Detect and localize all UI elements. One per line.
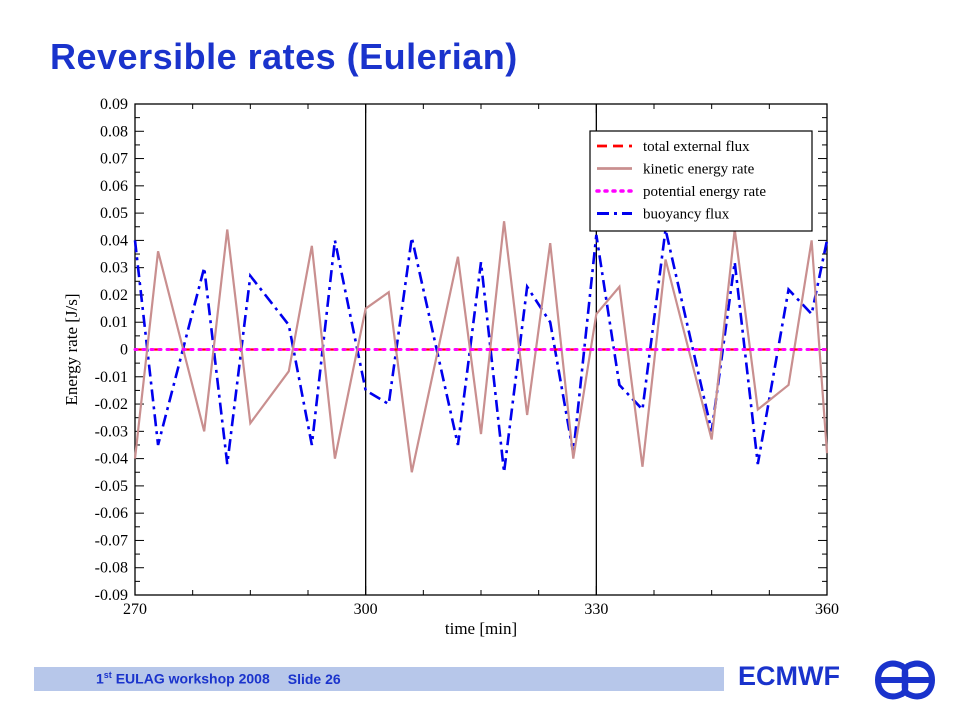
slide-title: Reversible rates (Eulerian) bbox=[50, 36, 518, 77]
x-tick-labels: 270 300 330 360 bbox=[123, 601, 839, 618]
footer-ordinal-suffix: st bbox=[103, 670, 112, 680]
series-kinetic-energy-rate bbox=[133, 221, 829, 473]
legend-label-buoyancy-flux: buoyancy flux bbox=[643, 207, 730, 223]
y-tick-label: -0.05 bbox=[95, 478, 128, 495]
ecmwf-logo-icon bbox=[874, 660, 936, 700]
slide-number: Slide 26 bbox=[287, 670, 341, 687]
y-tick-label: 0 bbox=[120, 342, 128, 359]
y-tick-label: 0.06 bbox=[100, 178, 128, 195]
x-tick-label: 270 bbox=[123, 601, 147, 618]
y-tick-label: 0.08 bbox=[100, 123, 128, 140]
axis-ticks bbox=[134, 103, 828, 596]
legend-label-potential-energy-rate: potential energy rate bbox=[643, 184, 766, 200]
y-tick-label: 0.02 bbox=[100, 287, 128, 304]
y-tick-label: -0.07 bbox=[95, 532, 128, 549]
y-tick-labels: 0.09 0.08 0.07 0.06 0.05 0.04 0.03 0.02 0.01 0 -0.… bbox=[95, 96, 128, 604]
series-lines bbox=[133, 221, 829, 473]
y-tick-label: -0.02 bbox=[95, 396, 128, 413]
ecmwf-logo-text: ECMWF bbox=[738, 661, 840, 691]
y-tick-label: 0.05 bbox=[100, 205, 128, 222]
y-tick-label: -0.06 bbox=[95, 505, 128, 522]
y-tick-label: 0.01 bbox=[100, 314, 128, 331]
legend-label-kinetic-energy-rate: kinetic energy rate bbox=[643, 162, 755, 178]
y-tick-label: -0.01 bbox=[95, 369, 128, 386]
series-buoyancy-flux bbox=[133, 229, 829, 473]
x-tick-label: 330 bbox=[584, 601, 608, 618]
y-tick-label: -0.09 bbox=[95, 587, 128, 604]
x-axis-label: time [min] bbox=[445, 619, 517, 638]
footer-caption: 1st EULAG workshop 2008 Slide 26 bbox=[96, 670, 341, 687]
y-tick-label: -0.03 bbox=[95, 423, 128, 440]
y-tick-label: 0.04 bbox=[100, 232, 128, 249]
footer-bar bbox=[34, 667, 724, 691]
legend-label-total-external-flux: total external flux bbox=[643, 139, 750, 155]
x-tick-label: 300 bbox=[354, 601, 378, 618]
y-tick-label: -0.08 bbox=[95, 560, 128, 577]
chart-legend: total external flux kinetic energy rate po… bbox=[589, 130, 813, 232]
y-tick-label: 0.07 bbox=[100, 151, 128, 168]
footer-ordinal-number: 1 bbox=[96, 670, 104, 687]
x-tick-label: 360 bbox=[815, 601, 839, 618]
y-tick-label: -0.04 bbox=[95, 451, 128, 468]
y-tick-label: 0.09 bbox=[100, 96, 128, 113]
y-axis-label: Energy rate [J/s] bbox=[62, 293, 81, 405]
footer-event-name: EULAG workshop 2008 bbox=[111, 670, 270, 687]
y-tick-label: 0.03 bbox=[100, 260, 128, 277]
